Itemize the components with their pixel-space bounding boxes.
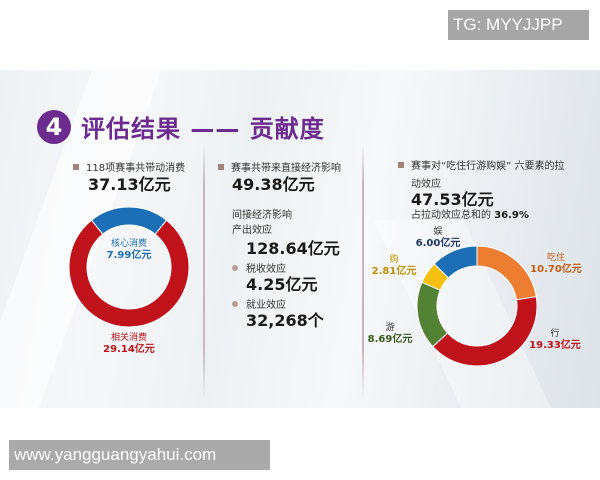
bullet-dot-icon bbox=[232, 264, 238, 271]
six-elements-donut-chart bbox=[416, 245, 538, 367]
col2-heading: 赛事共带来直接经济影响 bbox=[218, 156, 341, 175]
slide: 4 评估结果 —— 贡献度 118项赛事共带动消费 37.13亿元 核心消费 7… bbox=[0, 70, 600, 408]
output-effect-label: 产出效应 bbox=[232, 225, 272, 236]
direct-impact-value: 49.38亿元 bbox=[232, 175, 315, 194]
entertainment-label: 娱 6.00亿元 bbox=[415, 227, 461, 249]
bullet-square-icon bbox=[218, 163, 224, 170]
title-text: 评估结果 —— 贡献度 bbox=[81, 115, 325, 143]
donut-segment-tourism bbox=[416, 281, 449, 348]
core-consumption-label: 核心消费 7.99亿元 bbox=[106, 239, 152, 261]
employment-effect-label: 就业效应 bbox=[232, 293, 286, 312]
column-divider bbox=[362, 144, 364, 400]
tax-effect-value: 4.25亿元 bbox=[246, 275, 318, 294]
donut-segment-transport bbox=[432, 296, 538, 367]
bullet-dot-icon bbox=[232, 300, 238, 307]
section-number-badge: 4 bbox=[37, 109, 71, 144]
transport-label: 行 19.33亿元 bbox=[529, 329, 581, 351]
consumption-donut-chart bbox=[68, 206, 190, 328]
col1-heading: 118项赛事共带动消费 bbox=[73, 156, 185, 175]
watermark-bottom: www.yangguangyahui.com bbox=[9, 440, 270, 470]
donut-segment-related bbox=[68, 219, 190, 328]
share-text: 占拉动效应总和的 36.9% bbox=[411, 210, 529, 221]
related-consumption-label: 相关消费 29.14亿元 bbox=[103, 333, 155, 355]
col1-total: 37.13亿元 bbox=[88, 175, 171, 194]
column-divider bbox=[203, 144, 205, 400]
six-elements-total: 47.53亿元 bbox=[411, 190, 494, 209]
indirect-impact-heading: 间接经济影响 bbox=[232, 210, 292, 221]
bullet-square-icon bbox=[73, 163, 79, 170]
bullet-square-icon bbox=[398, 161, 404, 168]
tax-effect-label: 税收效应 bbox=[232, 257, 286, 276]
tourism-label: 游 8.69亿元 bbox=[367, 323, 413, 345]
food-lodging-label: 吃住 10.70亿元 bbox=[530, 253, 582, 275]
shopping-label: 购 2.81亿元 bbox=[371, 255, 417, 277]
col3-heading: 赛事对“吃住行游购娱” 六要素的拉 动效应 bbox=[398, 156, 598, 192]
watermark-top: TG: MYYJJPP bbox=[448, 10, 589, 40]
slide-title: 4 评估结果 —— 贡献度 bbox=[37, 109, 325, 144]
donut-segment-core bbox=[90, 206, 168, 235]
output-effect-value: 128.64亿元 bbox=[246, 239, 340, 258]
employment-effect-value: 32,268个 bbox=[246, 311, 324, 330]
donut-segment-entertainment bbox=[433, 245, 478, 279]
